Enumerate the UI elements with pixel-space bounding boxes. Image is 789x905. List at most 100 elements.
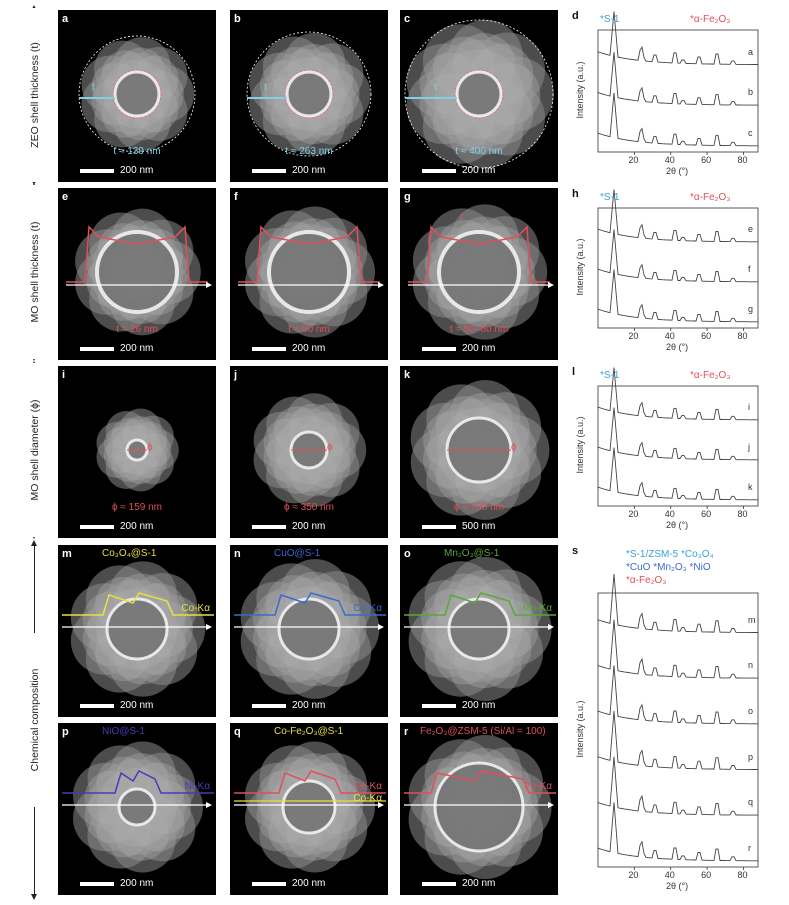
micrograph-panel-o: o Mn₂O₃@S-1 Mn-Kα 200 nm (400, 545, 558, 717)
panel-annotation-i: ϕ ≈ 159 nm (112, 502, 162, 513)
xrd-tick-d-60: 60 (701, 155, 712, 165)
panel-annotation-k: ϕ ≈ 736 nm (454, 502, 504, 513)
panel-letter-a: a (62, 13, 69, 25)
xrd-tick-l-60: 60 (701, 509, 712, 519)
xrd-plot-l (597, 367, 759, 509)
panel-letter-f: f (234, 191, 238, 203)
scale-bar-line (422, 881, 456, 886)
xrd-letter-h: h (572, 188, 579, 200)
scale-bar-line (252, 168, 286, 173)
scale-bar-f: 200 nm (252, 343, 325, 354)
xrd-legend-line-2: *α-Fe₂O₃ (626, 575, 667, 586)
panel-annotation-r: Fe-Kα (524, 781, 552, 792)
scale-bar-line (252, 703, 286, 708)
panel-marker-g: t (460, 212, 463, 223)
xrd-panel-h: h e f g 20 40 60 80 2θ (°) Intensity (a.u.) *S-1 *α… (570, 188, 770, 356)
panel-letter-c: c (404, 13, 411, 25)
micrograph-image-f (238, 206, 384, 338)
micrograph-panel-f: f t ≈ 60 nm 200 nm (230, 188, 388, 360)
scale-bar-line (422, 346, 456, 351)
xrd-legend-zeolite: *S-1 (600, 370, 620, 381)
xrd-legend-fe2o3: *α-Fe₂O₃ (690, 192, 731, 203)
micrograph-panel-q: q Co-Fe₂O₃@S-1 Fe-Kα Co-Kα 200 nm (230, 723, 388, 895)
xrd-trace-label-i: i (748, 402, 750, 412)
panel-letter-n: n (234, 548, 241, 560)
scale-bar-label: 500 nm (462, 521, 496, 532)
xrd-trace-label-c: c (748, 128, 753, 138)
micrograph-panel-m: m Co₃O₄@S-1 Co-Kα 200 nm (58, 545, 216, 717)
xrd-trace-label-a: a (748, 46, 754, 57)
xrd-tick-h-20: 20 (628, 331, 639, 341)
micrograph-panel-c: c t ≈ 400 nm t 200 nm (400, 10, 558, 182)
panel-letter-g: g (404, 191, 411, 203)
xrd-tick-d-80: 80 (737, 155, 748, 165)
scale-bar-line (422, 168, 456, 173)
panel-letter-p: p (62, 726, 69, 738)
scale-bar-line (80, 881, 114, 886)
scale-bar-i: 200 nm (80, 521, 153, 532)
xrd-letter-d: d (572, 10, 579, 22)
scale-bar-p: 200 nm (80, 878, 153, 889)
panel-marker-a: t (92, 82, 95, 93)
scale-bar-label: 200 nm (292, 700, 326, 711)
xrd-xlabel-d: 2θ (°) (666, 166, 689, 176)
micrograph-image-k (410, 380, 550, 520)
xrd-panel-d: d a b c 20 40 60 80 2θ (°) Intensity (a.u.) *S-1 *α… (570, 10, 770, 180)
xrd-tick-d-40: 40 (664, 155, 675, 165)
xrd-legend-line-1: *CuO *Mn₂O₃ *NiO (626, 562, 711, 573)
xrd-trace-label-m: m (748, 614, 756, 625)
scale-bar-line (252, 881, 286, 886)
micrograph-image-o (404, 556, 556, 702)
scale-bar-line (422, 524, 456, 529)
panel-annotation-p: Ni-Kα (184, 781, 210, 792)
micrograph-panel-g: g t ≈ 50–60 nm t 200 nm (400, 188, 558, 360)
xrd-trace-label-r: r (748, 843, 751, 853)
panel-annotation-m: Co-Kα (181, 603, 210, 614)
micrograph-image-a (78, 35, 196, 153)
panel-letter-e: e (62, 191, 69, 203)
scale-bar-e: 200 nm (80, 343, 153, 354)
panel-letter-r: r (404, 726, 409, 738)
xrd-legend-zeolite: *S-1 (600, 14, 620, 25)
scale-bar-line (422, 703, 456, 708)
scale-bar-n: 200 nm (252, 700, 325, 711)
panel-letter-k: k (404, 369, 411, 381)
xrd-trace-label-k: k (748, 482, 753, 492)
scale-bar-q: 200 nm (252, 878, 325, 889)
xrd-tick-l-40: 40 (664, 509, 675, 519)
xrd-panel-l: l i j k 20 40 60 80 2θ (°) Intensity (a.u.) *S-1 *α… (570, 366, 770, 534)
panel-annotation-g: t ≈ 50–60 nm (449, 324, 509, 335)
micrograph-image-p (62, 741, 214, 873)
scale-bar-line (80, 703, 114, 708)
micrograph-image-i (96, 408, 179, 492)
scale-bar-g: 200 nm (422, 343, 495, 354)
xrd-trace-label-f: f (748, 264, 751, 274)
xrd-tick-h-40: 40 (664, 331, 675, 341)
xrd-plot-h (597, 189, 759, 331)
scale-bar-line (252, 524, 286, 529)
xrd-tick-s-60: 60 (701, 870, 712, 880)
xrd-tick-l-80: 80 (737, 509, 748, 519)
micrograph-image-n (234, 559, 386, 699)
scale-bar-a: 200 nm (80, 165, 153, 176)
row-label-mo-thickness: MO shell thickness (t) (28, 183, 42, 361)
xrd-tick-l-20: 20 (628, 509, 639, 519)
xrd-tick-h-80: 80 (737, 331, 748, 341)
panel-marker-i: ϕ (147, 442, 153, 453)
panel-annotation-n: Cu-Kα (353, 603, 382, 614)
panel-annotation-a: t ≈ 139 nm (113, 146, 161, 157)
xrd-trace-label-q: q (748, 797, 754, 808)
panel-marker-b: t (264, 82, 267, 93)
panel-marker-k: ϕ (511, 442, 517, 453)
scale-bar-b: 200 nm (252, 165, 325, 176)
xrd-plot-d (597, 11, 759, 155)
xrd-legend-fe2o3: *α-Fe₂O₃ (690, 370, 731, 381)
xrd-xlabel-h: 2θ (°) (666, 342, 689, 352)
scale-bar-m: 200 nm (80, 700, 153, 711)
scale-bar-label: 200 nm (462, 700, 496, 711)
scale-bar-label: 200 nm (120, 165, 154, 176)
micrograph-panel-j: j ϕ ≈ 350 nm ϕ 200 nm (230, 366, 388, 538)
row-label-zeo-thickness: ZEO shell thickness (t) (28, 5, 42, 185)
scale-bar-label: 200 nm (462, 878, 496, 889)
xrd-legend-line-0: *S-1/ZSM-5 *Co₃O₄ (626, 549, 714, 560)
